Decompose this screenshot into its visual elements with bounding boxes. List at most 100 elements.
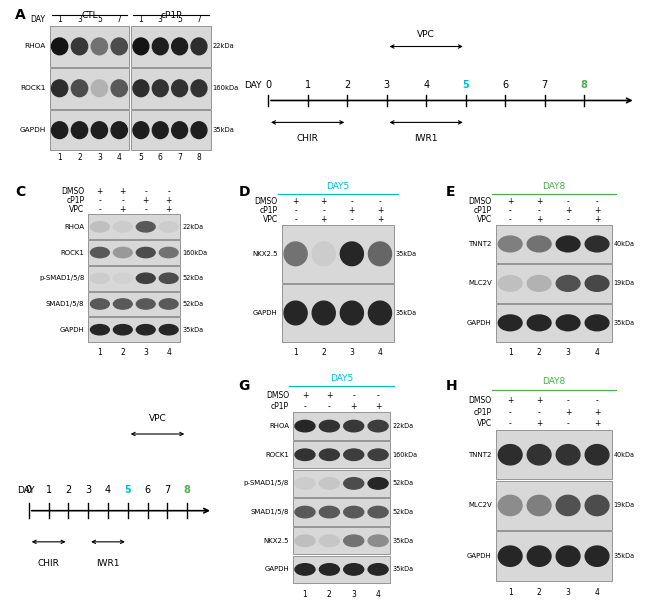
Text: -: - [377,391,380,400]
Text: +: + [536,197,542,206]
Text: -: - [509,419,512,428]
Ellipse shape [319,449,339,461]
Ellipse shape [312,242,335,266]
Text: -: - [328,402,331,411]
Text: +: + [292,197,299,206]
Text: 3: 3 [77,14,82,24]
Text: -: - [350,197,353,206]
Text: 0: 0 [26,485,32,495]
Ellipse shape [527,444,551,465]
Text: +: + [536,419,542,428]
Text: DAY: DAY [17,487,34,495]
Text: +: + [594,408,600,417]
Text: 3: 3 [85,485,91,495]
Text: -: - [567,197,569,206]
Ellipse shape [556,546,580,566]
Ellipse shape [159,273,178,283]
FancyBboxPatch shape [281,284,394,342]
Ellipse shape [341,301,363,325]
Text: 52kDa: 52kDa [182,301,203,307]
Text: H: H [446,379,458,393]
FancyBboxPatch shape [496,481,612,530]
Text: -: - [567,419,569,428]
Ellipse shape [113,273,132,283]
FancyBboxPatch shape [496,430,612,479]
Text: VPC: VPC [476,419,491,428]
FancyBboxPatch shape [88,317,180,342]
Text: 8: 8 [196,153,202,162]
Ellipse shape [295,449,315,461]
Text: 2: 2 [321,348,326,357]
Text: 3: 3 [158,14,162,24]
Text: 2: 2 [77,153,82,162]
FancyBboxPatch shape [281,225,394,283]
Ellipse shape [191,122,207,139]
Text: DMSO: DMSO [61,187,84,196]
Ellipse shape [172,122,188,139]
Ellipse shape [51,122,68,139]
Ellipse shape [585,546,609,566]
Text: 1: 1 [305,80,311,90]
FancyBboxPatch shape [131,110,211,151]
Text: +: + [97,187,103,196]
FancyBboxPatch shape [131,26,211,67]
Text: -: - [294,215,297,224]
Text: +: + [348,206,355,215]
Ellipse shape [133,38,149,55]
Text: DAY: DAY [244,81,262,90]
Ellipse shape [368,564,388,575]
Text: D: D [239,185,250,199]
Text: +: + [377,206,383,215]
Text: +: + [320,215,327,224]
Text: 6: 6 [502,80,508,90]
Text: +: + [565,408,571,417]
Ellipse shape [159,299,178,309]
Text: +: + [166,196,172,205]
Text: VPC: VPC [69,205,84,214]
Text: 35kDa: 35kDa [614,320,634,326]
Ellipse shape [295,535,315,546]
Ellipse shape [344,564,364,575]
Text: 35kDa: 35kDa [396,251,417,257]
FancyBboxPatch shape [88,266,180,291]
Text: 2: 2 [327,590,332,599]
Text: 1: 1 [57,14,62,24]
Ellipse shape [152,80,168,96]
Text: 7: 7 [196,14,202,24]
Ellipse shape [172,38,188,55]
Text: +: + [302,391,308,400]
Ellipse shape [344,535,364,546]
Text: CHIR: CHIR [296,134,318,143]
Text: 7: 7 [541,80,548,90]
Ellipse shape [90,273,109,283]
Text: +: + [120,187,126,196]
Ellipse shape [319,535,339,546]
Ellipse shape [556,495,580,516]
Ellipse shape [152,38,168,55]
Ellipse shape [344,478,364,489]
Text: RHOA: RHOA [269,423,289,429]
Text: 5: 5 [124,485,131,495]
Ellipse shape [312,301,335,325]
Text: VPC: VPC [149,414,166,423]
Ellipse shape [152,122,168,139]
Ellipse shape [51,38,68,55]
Text: DMSO: DMSO [469,197,491,206]
Text: 4: 4 [376,590,380,599]
Text: +: + [536,215,542,224]
Ellipse shape [344,507,364,518]
Text: 52kDa: 52kDa [392,509,413,515]
Text: VPC: VPC [263,215,278,224]
Ellipse shape [585,236,609,252]
Text: +: + [565,206,571,215]
Text: 40kDa: 40kDa [614,452,634,458]
Ellipse shape [133,122,149,139]
Text: +: + [594,215,600,224]
Text: 4: 4 [595,588,599,597]
Ellipse shape [295,507,315,518]
Text: +: + [507,197,514,206]
Text: 160kDa: 160kDa [392,452,417,458]
Text: +: + [120,205,126,214]
Text: 1: 1 [508,348,513,357]
Text: -: - [595,197,599,206]
